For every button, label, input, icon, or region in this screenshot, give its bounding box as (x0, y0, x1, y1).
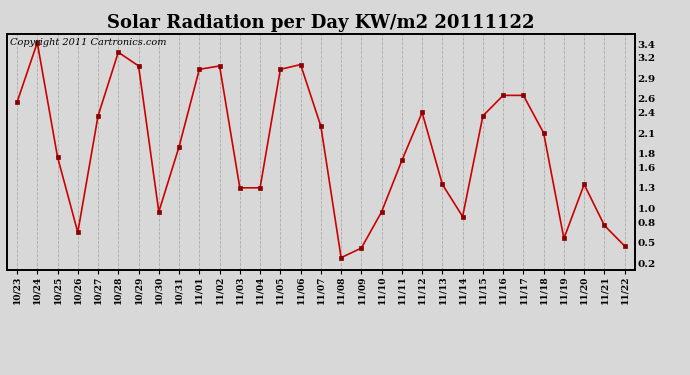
Title: Solar Radiation per Day KW/m2 20111122: Solar Radiation per Day KW/m2 20111122 (107, 14, 535, 32)
Text: Copyright 2011 Cartronics.com: Copyright 2011 Cartronics.com (10, 39, 166, 48)
